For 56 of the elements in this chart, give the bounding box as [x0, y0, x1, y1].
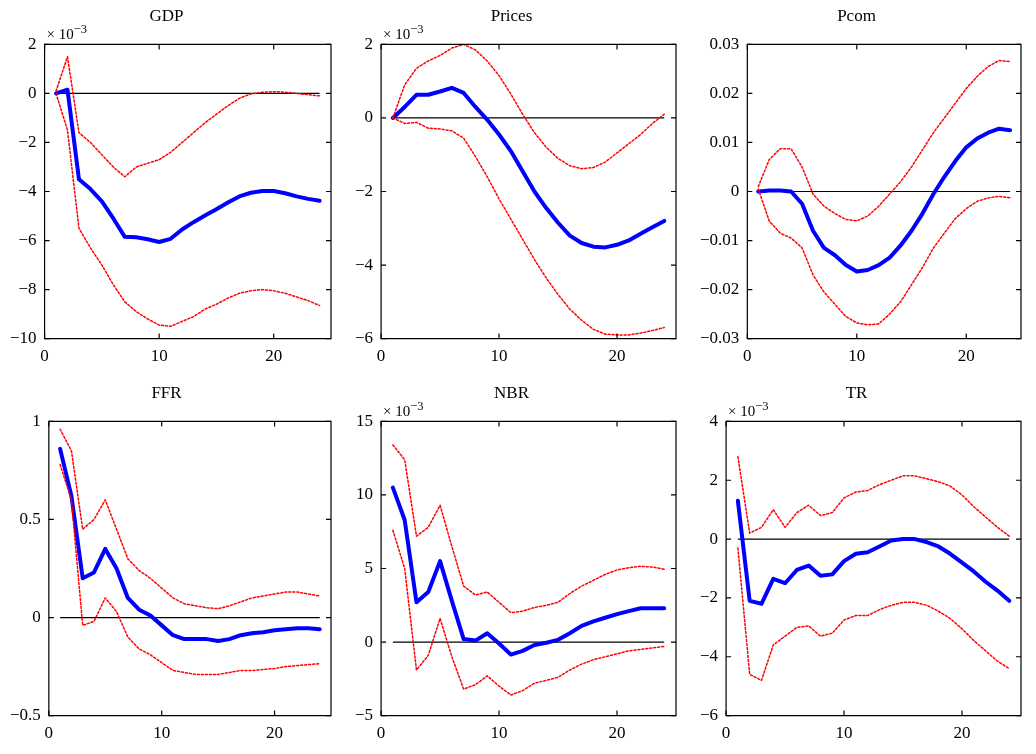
y-tick-label: 2: [364, 33, 374, 53]
y-tick-label: 10: [356, 484, 374, 504]
y-tick-label: 5: [364, 557, 374, 577]
y-tick-label: −8: [18, 279, 37, 299]
x-tick-label: 10: [848, 346, 866, 366]
x-tick-label: 20: [266, 723, 284, 743]
chart-title: TR: [845, 382, 869, 402]
y-tick-label: 1: [32, 410, 41, 430]
x-tick-label: 10: [153, 723, 171, 743]
x-tick-label: 10: [490, 346, 508, 366]
y-tick-label: 2: [28, 33, 37, 53]
y-tick-label: 4: [709, 410, 719, 430]
x-tick-label: 10: [835, 723, 853, 743]
x-tick-label: 10: [150, 346, 168, 366]
y-tick-label: −6: [354, 328, 374, 348]
y-tick-label: −10: [9, 328, 37, 348]
y-tick-label: −2: [354, 180, 374, 200]
text: × 10$^{−3}$: [383, 399, 424, 421]
y-tick-label: 2: [709, 469, 719, 489]
y-tick-label: −6: [699, 705, 719, 725]
y-tick-label: −2: [699, 587, 719, 607]
y-tick-label: 0: [364, 631, 374, 651]
x-tick-label: 10: [490, 723, 508, 743]
y-tick-label: −0.03: [699, 328, 740, 348]
y-tick-label: −4: [354, 254, 374, 274]
y-tick-label: 0: [709, 528, 719, 548]
y-tick-label: −0.01: [699, 230, 740, 249]
x-tick-label: 20: [608, 346, 626, 366]
chart-title: NBR: [494, 382, 530, 402]
y-tick-label: −4: [18, 180, 38, 200]
y-tick-label: 0.03: [709, 33, 740, 53]
y-tick-label: −0.5: [9, 705, 41, 725]
y-tick-label: 0: [364, 107, 374, 127]
text: × 10$^{−3}$: [46, 22, 88, 44]
y-tick-label: −0.02: [699, 279, 740, 299]
chart-title: Pcom: [837, 5, 876, 25]
y-tick-label: −2: [18, 131, 37, 151]
x-tick-label: 20: [957, 346, 975, 366]
y-tick-label: 0.02: [709, 82, 740, 102]
chart-title: FFR: [151, 382, 183, 402]
text: × 10$^{−3}$: [383, 22, 424, 44]
chart-title: Prices: [490, 5, 533, 25]
y-tick-label: 0: [32, 607, 41, 626]
y-tick-label: 0.01: [709, 131, 740, 151]
y-tick-label: −6: [18, 230, 37, 249]
x-tick-label: 20: [608, 723, 626, 743]
chart-title: GDP: [149, 5, 184, 25]
y-tick-label: 0.5: [19, 508, 41, 528]
x-tick-label: 20: [953, 723, 971, 743]
y-tick-label: −5: [354, 705, 374, 725]
y-tick-label: −4: [699, 646, 719, 666]
y-tick-label: 0: [730, 180, 740, 200]
y-tick-label: 0: [28, 82, 37, 102]
x-tick-label: 20: [265, 346, 283, 366]
text: × 10$^{−3}$: [728, 399, 769, 421]
y-tick-label: 15: [356, 410, 374, 430]
